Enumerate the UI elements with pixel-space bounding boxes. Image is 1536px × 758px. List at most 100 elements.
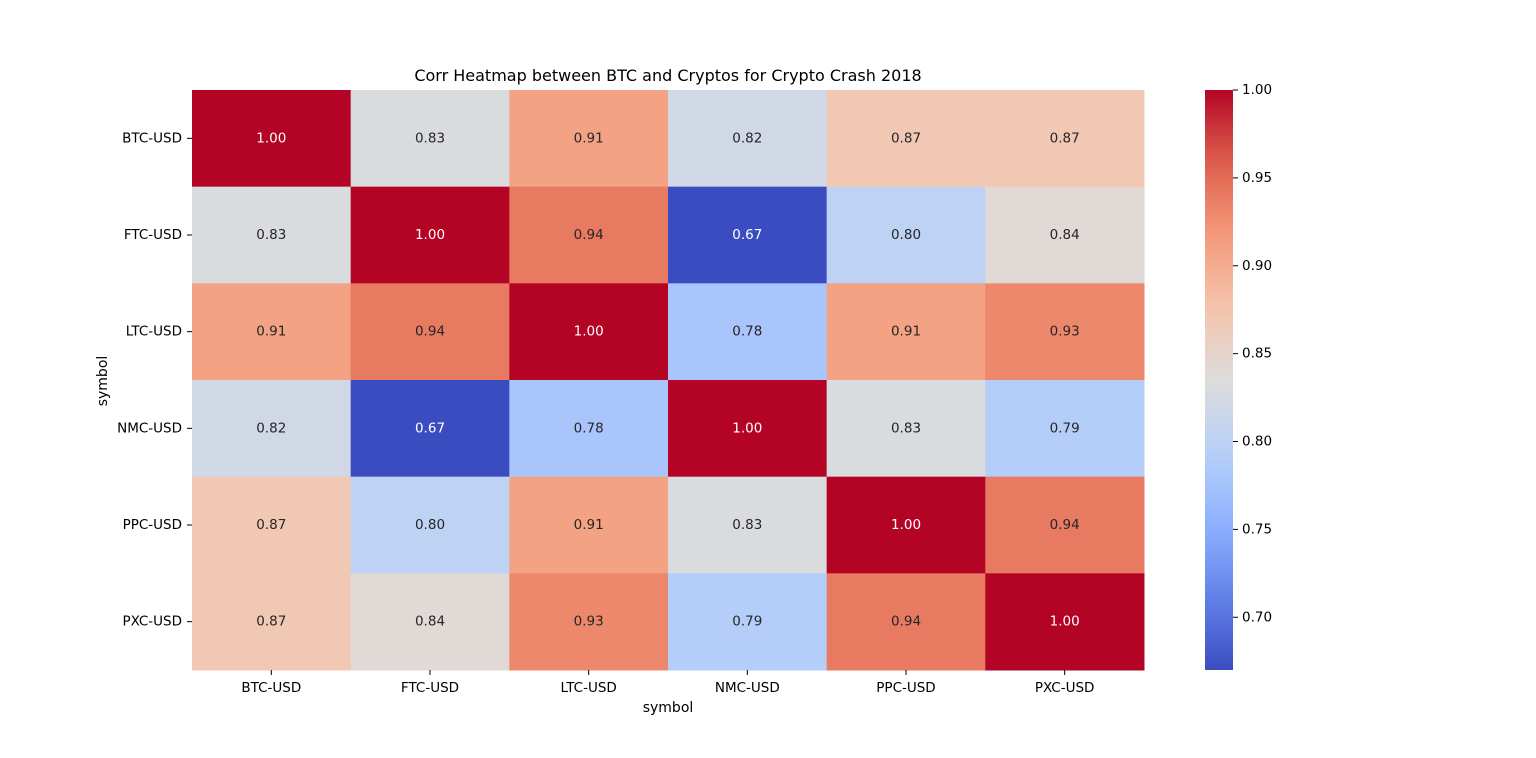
heatmap-cell <box>192 186 352 284</box>
cell-value-label: 0.84 <box>1050 227 1080 243</box>
cell-value-label: 0.94 <box>574 227 604 243</box>
cell-value-label: 1.00 <box>415 227 445 243</box>
cell-value-label: 1.00 <box>574 324 604 340</box>
cell-value-label: 0.80 <box>415 517 445 533</box>
heatmap-cell <box>826 476 986 574</box>
chart-title: Corr Heatmap between BTC and Cryptos for… <box>414 66 921 85</box>
heatmap-cell <box>350 283 510 381</box>
cell-value-label: 0.83 <box>891 420 921 436</box>
colorbar-tick-label: 0.95 <box>1242 170 1272 186</box>
heatmap-cell <box>668 283 828 381</box>
heatmap-cell <box>668 573 828 671</box>
y-tick-label: PPC-USD <box>123 517 182 533</box>
heatmap-cell <box>350 476 510 574</box>
heatmap-cell <box>826 283 986 381</box>
heatmap-cell <box>509 380 669 478</box>
cell-value-label: 0.78 <box>732 324 762 340</box>
cell-value-label: 1.00 <box>1050 614 1080 630</box>
y-tick-label: FTC-USD <box>124 227 182 243</box>
colorbar-tick-label: 0.75 <box>1242 521 1272 537</box>
cell-value-label: 0.83 <box>732 517 762 533</box>
cell-value-label: 0.91 <box>574 517 604 533</box>
heatmap-cell <box>826 90 986 188</box>
x-tick-label: LTC-USD <box>561 680 617 696</box>
x-tick-label: BTC-USD <box>241 680 301 696</box>
cell-value-label: 0.94 <box>1050 517 1080 533</box>
heatmap-cells <box>192 90 1145 671</box>
x-tick-label: PXC-USD <box>1035 680 1095 696</box>
heatmap-cell <box>192 573 352 671</box>
cell-value-label: 0.94 <box>415 324 445 340</box>
cell-value-label: 0.87 <box>1050 130 1080 146</box>
cell-value-label: 0.82 <box>732 130 762 146</box>
heatmap-cell <box>509 476 669 574</box>
heatmap-cell <box>668 186 828 284</box>
heatmap-cell <box>985 186 1145 284</box>
x-tick-label: FTC-USD <box>401 680 459 696</box>
colorbar-ticks: 0.70 0.75 0.80 0.85 0.90 0.95 1.00 <box>1233 82 1272 625</box>
heatmap-cell <box>192 283 352 381</box>
heatmap-cell <box>192 476 352 574</box>
y-tick-label: PXC-USD <box>122 614 182 630</box>
heatmap-cell <box>350 90 510 188</box>
heatmap-cell <box>509 283 669 381</box>
x-axis-ticks: BTC-USD FTC-USD LTC-USD NMC-USD PPC-USD PXC-U… <box>241 670 1094 696</box>
heatmap-cell <box>350 573 510 671</box>
heatmap-cell <box>985 573 1145 671</box>
cell-value-label: 1.00 <box>732 420 762 436</box>
colorbar-tick-label: 1.00 <box>1242 82 1272 98</box>
heatmap-cell-labels: 1.00 0.83 0.91 0.82 0.87 0.87 0.83 1.00 0.94 0.67… <box>256 130 1079 629</box>
y-tick-label: BTC-USD <box>122 130 182 146</box>
cell-value-label: 0.80 <box>891 227 921 243</box>
heatmap-cell <box>826 186 986 284</box>
cell-value-label: 0.93 <box>574 614 604 630</box>
colorbar-tick-label: 0.90 <box>1242 258 1272 274</box>
heatmap-cell <box>668 90 828 188</box>
heatmap-cell <box>985 90 1145 188</box>
cell-value-label: 0.83 <box>256 227 286 243</box>
heatmap-cell <box>192 380 352 478</box>
heatmap-cell <box>668 380 828 478</box>
cell-value-label: 0.84 <box>415 614 445 630</box>
cell-value-label: 0.93 <box>1050 324 1080 340</box>
heatmap-cell <box>826 380 986 478</box>
cell-value-label: 0.67 <box>415 420 445 436</box>
x-tick-label: NMC-USD <box>715 680 780 696</box>
colorbar-tick-label: 0.85 <box>1242 346 1272 362</box>
colorbar-tick-label: 0.70 <box>1242 609 1272 625</box>
cell-value-label: 0.91 <box>574 130 604 146</box>
cell-value-label: 0.67 <box>732 227 762 243</box>
cell-value-label: 1.00 <box>891 517 921 533</box>
heatmap-cell <box>350 380 510 478</box>
cell-value-label: 0.87 <box>891 130 921 146</box>
heatmap-cell <box>668 476 828 574</box>
heatmap-cell <box>350 186 510 284</box>
colorbar <box>1205 90 1233 670</box>
y-axis-label: symbol <box>95 356 111 407</box>
cell-value-label: 0.79 <box>732 614 762 630</box>
x-tick-label: PPC-USD <box>876 680 935 696</box>
cell-value-label: 0.87 <box>256 614 286 630</box>
heatmap-cell <box>509 90 669 188</box>
cell-value-label: 0.91 <box>891 324 921 340</box>
heatmap-cell <box>192 90 352 188</box>
heatmap-cell <box>509 186 669 284</box>
cell-value-label: 0.78 <box>574 420 604 436</box>
heatmap-cell <box>985 476 1145 574</box>
colorbar-tick-label: 0.80 <box>1242 434 1272 450</box>
heatmap-cell <box>985 283 1145 381</box>
y-tick-label: LTC-USD <box>126 324 182 340</box>
y-axis-ticks: BTC-USD FTC-USD LTC-USD NMC-USD PPC-USD PXC-U… <box>117 130 192 630</box>
cell-value-label: 1.00 <box>256 130 286 146</box>
y-tick-label: NMC-USD <box>117 420 182 436</box>
cell-value-label: 0.87 <box>256 517 286 533</box>
cell-value-label: 0.82 <box>256 420 286 436</box>
x-axis-label: symbol <box>643 700 694 716</box>
cell-value-label: 0.79 <box>1050 420 1080 436</box>
heatmap-cell <box>826 573 986 671</box>
cell-value-label: 0.91 <box>256 324 286 340</box>
heatmap-cell <box>509 573 669 671</box>
heatmap-cell <box>985 380 1145 478</box>
cell-value-label: 0.94 <box>891 614 921 630</box>
